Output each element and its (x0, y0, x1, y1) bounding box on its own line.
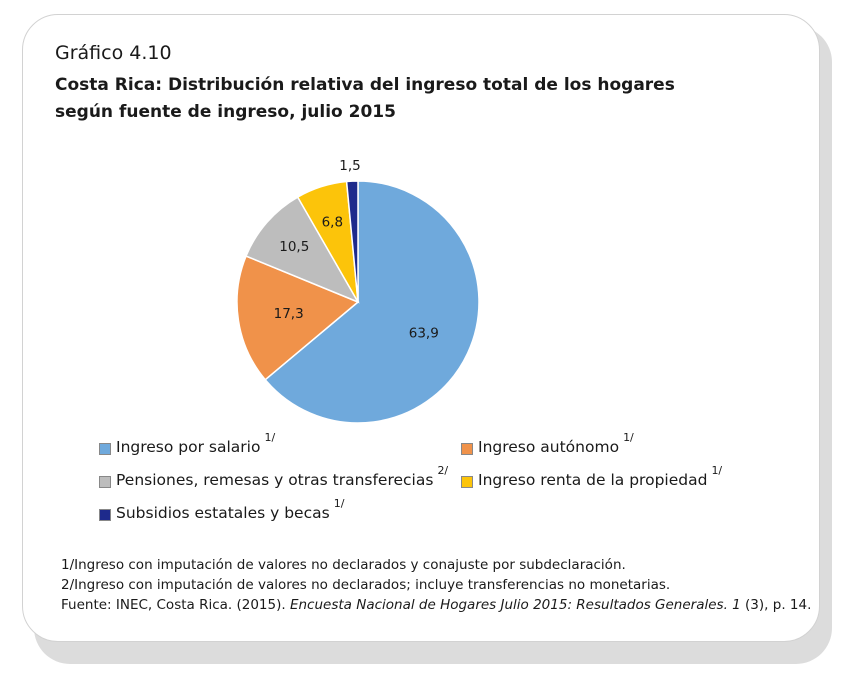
legend-item-subsidios: Subsidios estatales y becas 1/ (99, 497, 344, 522)
legend-swatch-salario (99, 443, 111, 455)
source-prefix: Fuente: INEC, Costa Rica. (2015). (61, 597, 290, 613)
pie-slice-salario (264, 180, 480, 424)
source-title: Encuesta Nacional de Hogares Julio 2015:… (289, 597, 741, 613)
source-suffix: (3), p. 14. (740, 597, 812, 613)
pie-label-subsidios: 1,5 (339, 158, 360, 174)
legend-label-pensiones: Pensiones, remesas y otras transferecias (116, 471, 434, 489)
legend-swatch-subsidios (99, 509, 111, 521)
legend-label-subsidios: Subsidios estatales y becas (116, 504, 330, 522)
legend-item-renta: Ingreso renta de la propiedad 1/ (461, 464, 722, 489)
legend-item-salario: Ingreso por salario 1/ (99, 431, 275, 456)
legend-swatch-autonomo (461, 443, 473, 455)
legend-item-pensiones: Pensiones, remesas y otras transferecias… (99, 464, 448, 489)
pie-slice-subsidios (345, 180, 359, 303)
legend-note-subsidios: 1/ (333, 497, 345, 510)
legend-label-salario: Ingreso por salario (116, 438, 261, 456)
legend-swatch-pensiones (99, 476, 111, 488)
pie-label-renta: 6,8 (322, 214, 343, 230)
legend-note-renta: 1/ (711, 464, 723, 477)
pie-slice-pensiones (245, 196, 360, 304)
pie-label-pensiones: 10,5 (279, 239, 309, 255)
legend-item-autonomo: Ingreso autónomo 1/ (461, 431, 634, 456)
legend-note-autonomo: 1/ (623, 431, 634, 444)
source-line: Fuente: INEC, Costa Rica. (2015). Encues… (61, 595, 811, 615)
footnote-1: 1/Ingreso con imputación de valores no d… (61, 557, 626, 573)
legend-label-renta: Ingreso renta de la propiedad (478, 471, 708, 489)
pie-slice-autonomo (236, 255, 360, 381)
footnote-2: 2/Ingreso con imputación de valores no d… (61, 577, 671, 593)
legend-note-salario: 1/ (264, 431, 276, 444)
chart-title: Costa Rica: Distribución relativa del in… (55, 75, 675, 122)
chart-number: Gráfico 4.10 (55, 42, 172, 64)
legend-note-pensiones: 2/ (437, 464, 449, 477)
footnotes: 1/Ingreso con imputación de valores no d… (61, 555, 811, 615)
pie-label-autonomo: 17,3 (274, 306, 304, 322)
pie-label-salario: 63,9 (409, 326, 439, 342)
legend-label-autonomo: Ingreso autónomo (478, 438, 620, 456)
legend-swatch-renta (461, 476, 473, 488)
